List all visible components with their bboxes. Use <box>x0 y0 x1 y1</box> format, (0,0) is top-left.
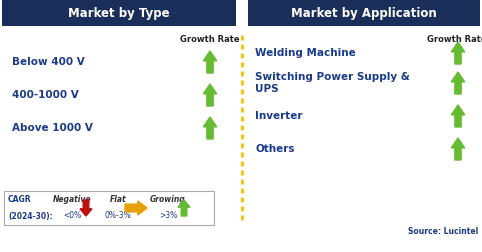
Text: Others: Others <box>255 144 295 154</box>
Text: Growth Rate: Growth Rate <box>180 35 240 44</box>
Text: (2024-30):: (2024-30): <box>8 211 53 220</box>
Text: Growth Rate: Growth Rate <box>427 35 482 44</box>
Text: Welding Machine: Welding Machine <box>255 48 356 58</box>
Text: Inverter: Inverter <box>255 111 303 121</box>
Polygon shape <box>80 200 92 216</box>
Text: Negative: Negative <box>53 195 91 204</box>
Text: 0%-3%: 0%-3% <box>105 211 132 220</box>
Polygon shape <box>451 42 465 64</box>
FancyBboxPatch shape <box>2 0 236 26</box>
Polygon shape <box>125 201 147 215</box>
Polygon shape <box>451 72 465 94</box>
Text: 400-1000 V: 400-1000 V <box>12 90 79 100</box>
Polygon shape <box>451 105 465 127</box>
Text: Switching Power Supply &
UPS: Switching Power Supply & UPS <box>255 72 410 94</box>
Text: Growing: Growing <box>150 195 186 204</box>
Text: CAGR: CAGR <box>8 196 32 205</box>
Polygon shape <box>203 84 217 106</box>
Text: <0%: <0% <box>63 211 81 220</box>
FancyBboxPatch shape <box>4 191 214 225</box>
Text: Market by Application: Market by Application <box>291 7 437 19</box>
Text: Above 1000 V: Above 1000 V <box>12 123 93 133</box>
Text: Below 400 V: Below 400 V <box>12 57 85 67</box>
Text: Flat: Flat <box>110 195 126 204</box>
Polygon shape <box>203 117 217 139</box>
Polygon shape <box>203 51 217 73</box>
Text: >3%: >3% <box>159 211 177 220</box>
Polygon shape <box>178 200 190 216</box>
Polygon shape <box>451 138 465 160</box>
Text: Source: Lucintel: Source: Lucintel <box>408 228 478 236</box>
FancyBboxPatch shape <box>248 0 480 26</box>
Text: Market by Type: Market by Type <box>68 7 170 19</box>
